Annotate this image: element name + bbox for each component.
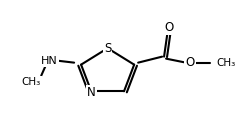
Text: HN: HN xyxy=(41,56,58,66)
Text: CH₃: CH₃ xyxy=(22,77,41,87)
Text: O: O xyxy=(164,21,174,34)
Text: N: N xyxy=(87,86,96,99)
Text: O: O xyxy=(185,56,195,69)
Text: CH₃: CH₃ xyxy=(216,58,235,68)
Text: S: S xyxy=(104,42,111,55)
